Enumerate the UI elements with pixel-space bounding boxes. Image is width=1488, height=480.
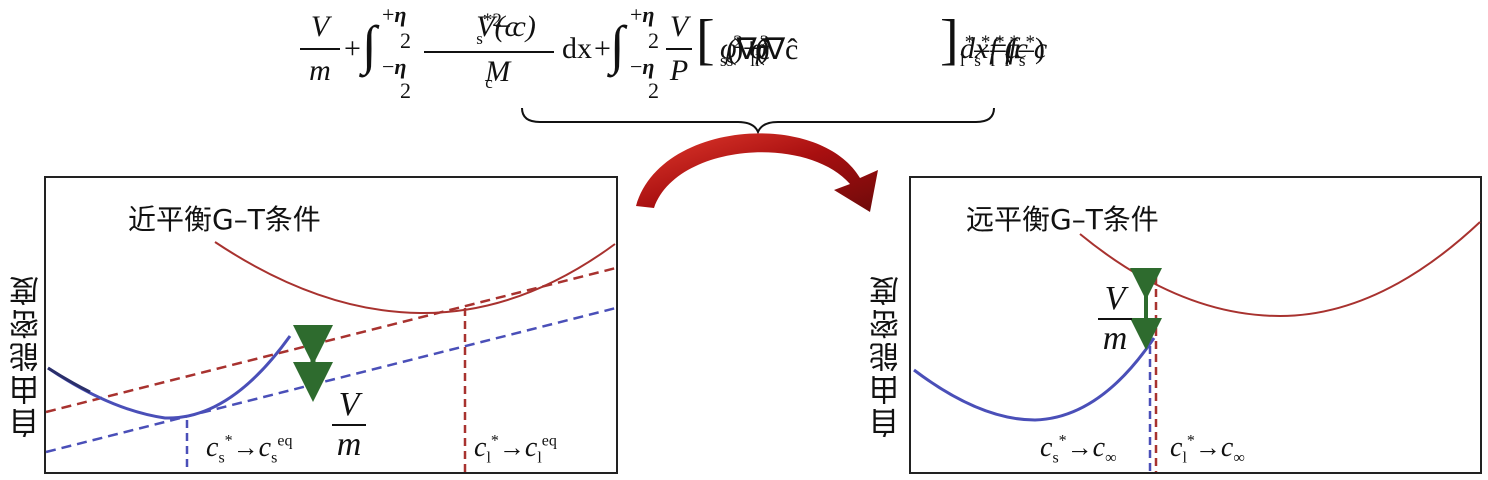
eq-V: V <box>310 10 330 43</box>
frac-v-over-p: V P <box>666 10 692 88</box>
left-bracket: [ <box>696 9 715 71</box>
left-title: 近平衡G–T条件 <box>128 203 321 236</box>
integral-1: ∫ <box>362 15 377 75</box>
eq-m: m <box>309 54 331 87</box>
left-panel <box>44 176 618 474</box>
right-ylabel: 自由能密度 <box>870 273 905 438</box>
transition-arrow <box>636 133 878 212</box>
left-ylabel: 自由能密度 <box>10 273 45 438</box>
right-solid-curve <box>913 337 1156 422</box>
integral-2-upper-den: 2 <box>648 28 659 53</box>
integral-2-lower: −η <box>630 54 655 79</box>
equation-underbrace <box>521 107 995 135</box>
bracket-content: φ s (∇ĉ s) 2 + φ l (∇ĉ l) 2 <box>720 32 799 70</box>
left-solid-tangent <box>45 306 617 454</box>
integral-2: ∫ <box>610 15 625 75</box>
left-solid-curve <box>47 335 292 420</box>
right-title: 远平衡G–T条件 <box>966 203 1159 236</box>
left-solid-label: cs*→cseq <box>206 432 293 467</box>
eq-P: P <box>669 54 689 87</box>
left-liquid-tangent <box>45 266 617 414</box>
right-bracket: ] <box>940 9 959 71</box>
integral-2-lower-den: 2 <box>648 78 659 103</box>
left-liquid-curve <box>214 241 616 315</box>
right-liquid-label: cl*→c∞ <box>1170 432 1245 467</box>
eq-plus-2: + <box>594 32 611 65</box>
eq-plus-1: + <box>344 32 361 65</box>
right-panel <box>909 176 1482 474</box>
right-solid-label: cs*→c∞ <box>1040 432 1117 467</box>
integral-1-upper: +η <box>382 2 407 27</box>
integrand-1-numerator: V(c s* −c) 2 <box>476 10 536 48</box>
equation-rhs: dx=f l* –f s* –μ l* (c l* –c s*) <box>960 32 1048 70</box>
eq-dx-1: dx <box>562 32 592 65</box>
right-panel-frame <box>909 176 1482 474</box>
integral-2-upper: +η <box>630 2 655 27</box>
integral-1-lower-den: 2 <box>400 78 411 103</box>
integral-1-lower: −η <box>382 54 407 79</box>
integral-1-upper-den: 2 <box>400 28 411 53</box>
frac-v-over-m: V m <box>300 10 340 88</box>
left-liquid-label: cl*→cleq <box>474 432 557 467</box>
eq-V-2: V <box>669 10 689 43</box>
left-panel-frame <box>44 176 618 474</box>
